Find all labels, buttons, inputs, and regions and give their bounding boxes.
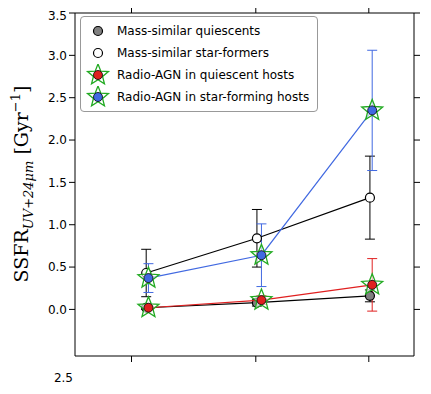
html-text:Mass-similar quiescents: Mass-similar quiescents xyxy=(117,24,261,38)
svg-text:2.5: 2.5 xyxy=(48,91,67,105)
svg-text:0.5: 0.5 xyxy=(48,260,67,274)
svg-text:2.5: 2.5 xyxy=(54,371,73,385)
svg-text:1.5: 1.5 xyxy=(48,176,67,190)
svg-text:0.0: 0.0 xyxy=(48,303,67,317)
svg-text:3.0: 3.0 xyxy=(48,49,67,63)
html-text:Radio-AGN in quiescent hosts: Radio-AGN in quiescent hosts xyxy=(117,68,295,82)
html-text:Radio-AGN in star-forming host: Radio-AGN in star-forming hosts xyxy=(117,90,310,104)
svg-text:SSFRUV+24μm [Gyr−1]: SSFRUV+24μm [Gyr−1] xyxy=(8,86,36,283)
svg-text:2.0: 2.0 xyxy=(48,133,67,147)
html-text:Mass-similar star-formers: Mass-similar star-formers xyxy=(117,46,269,60)
svg-text:3.5: 3.5 xyxy=(48,9,67,23)
svg-text:1.0: 1.0 xyxy=(48,218,67,232)
